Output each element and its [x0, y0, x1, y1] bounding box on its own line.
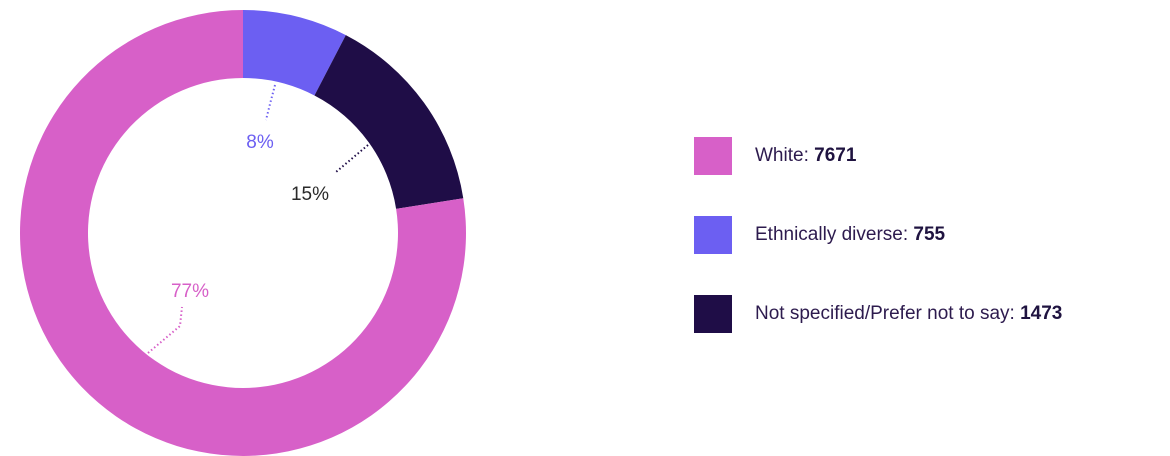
legend-value-not-specified: 1473 — [1020, 303, 1063, 324]
leader-line-ethnically-diverse — [265, 84, 276, 121]
slice-label-not-specified-prefer-not-to-say: 15% — [291, 184, 329, 205]
legend-swatch-not-specified — [694, 295, 732, 333]
leader-line-not-specified-prefer-not-to-say — [335, 144, 369, 173]
legend: White: 7671 Ethnically diverse: 755 Not … — [694, 137, 1062, 374]
legend-item-not-specified: Not specified/Prefer not to say: 1473 — [694, 295, 1062, 333]
legend-item-white: White: 7671 — [694, 137, 1062, 175]
slice-white — [20, 10, 467, 456]
donut-slices — [20, 10, 467, 456]
leader-line-white — [147, 306, 183, 354]
legend-text-white: White: 7671 — [755, 145, 856, 167]
slice-not-specified-prefer-not-to-say — [314, 35, 464, 209]
legend-text-not-specified: Not specified/Prefer not to say: 1473 — [755, 303, 1062, 325]
legend-swatch-ethnically-diverse — [694, 216, 732, 254]
leader-lines — [147, 84, 369, 354]
legend-item-ethnically-diverse: Ethnically diverse: 755 — [694, 216, 1062, 254]
legend-swatch-white — [694, 137, 732, 175]
legend-value-white: 7671 — [814, 145, 857, 166]
legend-text-ethnically-diverse: Ethnically diverse: 755 — [755, 224, 945, 246]
legend-label-ethnically-diverse: Ethnically diverse: — [755, 224, 914, 245]
slice-ethnically-diverse — [243, 10, 346, 96]
legend-value-ethnically-diverse: 755 — [913, 224, 946, 245]
donut-chart: 77% 8% 15% — [20, 10, 467, 456]
slice-labels: 77% 8% 15% — [171, 132, 329, 302]
slice-label-white: 77% — [171, 281, 209, 302]
legend-label-white: White: — [755, 145, 815, 166]
slice-label-ethnically-diverse: 8% — [246, 132, 274, 153]
legend-label-not-specified: Not specified/Prefer not to say: — [755, 303, 1021, 324]
